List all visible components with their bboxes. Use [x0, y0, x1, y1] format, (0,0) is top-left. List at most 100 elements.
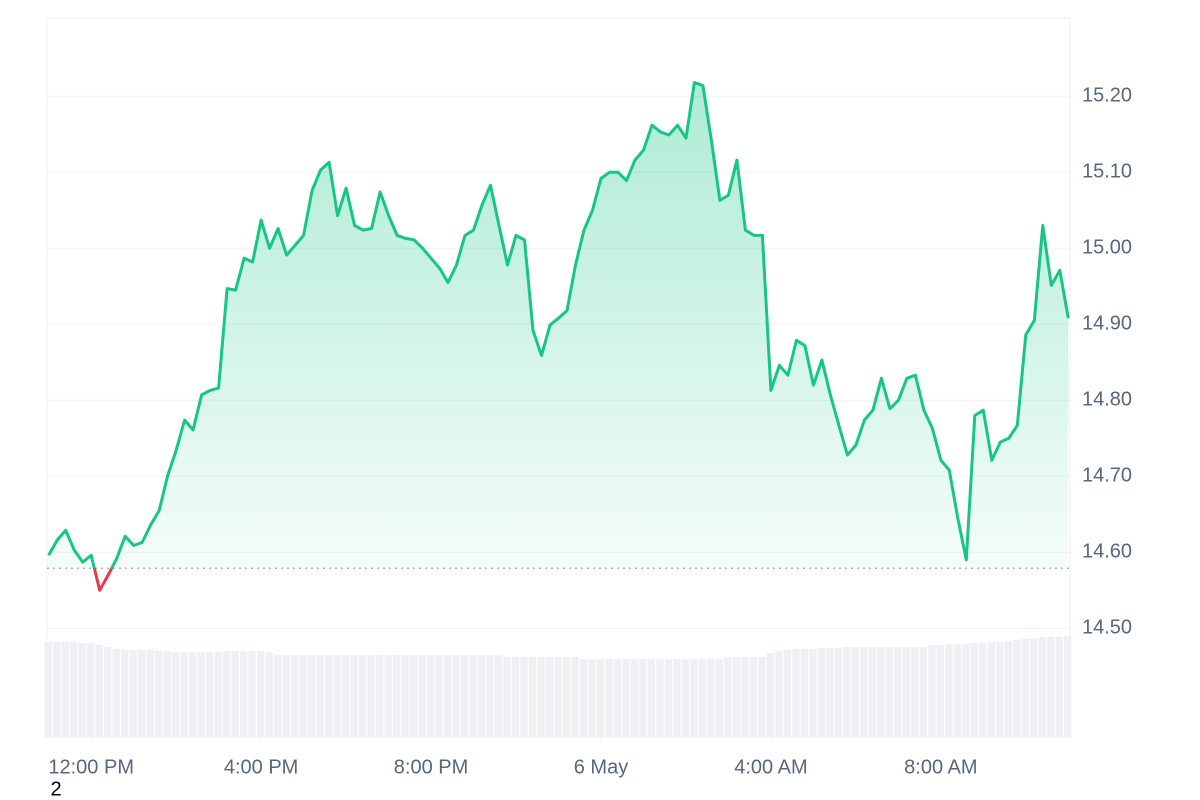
volume-bar: [1021, 639, 1030, 737]
volume-bar: [766, 653, 775, 737]
volume-bar: [231, 651, 239, 737]
volume-bar: [367, 655, 375, 737]
volume-bar: [494, 655, 503, 737]
volume-bar: [537, 657, 545, 737]
volume-bar: [826, 648, 834, 737]
volume-bar: [282, 655, 290, 737]
volume-bar: [486, 655, 494, 737]
volume-bar: [180, 652, 188, 737]
x-tick-label: 12:00 PM: [48, 756, 134, 778]
volume-bar: [656, 659, 664, 737]
volume-bar: [928, 645, 936, 737]
volume-bar: [715, 659, 724, 737]
volume-bar: [962, 644, 970, 737]
y-tick-label: 14.50: [1082, 617, 1132, 639]
volume-bar: [596, 659, 605, 737]
volume-bar: [197, 652, 205, 737]
volume-bar: [834, 648, 843, 737]
volume-bar: [86, 643, 95, 737]
volume-bar: [520, 657, 528, 737]
volume-bar: [690, 659, 698, 737]
x-tick-label: 4:00 PM: [224, 756, 298, 778]
y-tick-label: 14.70: [1082, 465, 1132, 487]
volume-bar: [273, 655, 282, 737]
volume-bar: [426, 655, 435, 737]
volume-bar: [843, 647, 851, 737]
volume-bar: [239, 651, 248, 737]
volume-bar: [851, 647, 860, 737]
volume-bar: [622, 659, 630, 737]
volume-bar: [1047, 637, 1055, 737]
volume-bar: [936, 645, 945, 737]
volume-bar: [171, 652, 180, 737]
volume-bar: [256, 651, 265, 737]
volume-bar: [579, 659, 588, 737]
price-line: [47, 81, 1070, 592]
volume-bar: [358, 655, 367, 737]
volume-bar: [375, 655, 384, 737]
volume-bar: [205, 652, 214, 737]
volume-bar: [673, 659, 681, 737]
volume-bar: [452, 655, 460, 737]
volume-bar: [477, 655, 486, 737]
volume-bar: [384, 655, 392, 737]
volume-bar: [877, 647, 885, 737]
volume-bar: [707, 659, 715, 737]
volume-bar: [775, 651, 783, 737]
volume-bar: [95, 645, 103, 737]
volume-bar: [129, 650, 137, 737]
volume-bar: [732, 657, 741, 737]
volume-bar: [571, 657, 579, 737]
y-tick-label: 15.10: [1082, 161, 1132, 183]
volume-bar: [316, 655, 324, 737]
volume-bar: [554, 657, 562, 737]
volume-bar: [350, 655, 358, 737]
volume-bar: [996, 642, 1004, 737]
volume-bar: [333, 655, 341, 737]
volume-bar: [868, 647, 877, 737]
volume-bar: [800, 649, 809, 737]
volume-bar: [222, 651, 231, 737]
volume-bar: [885, 647, 894, 737]
volume-bar: [979, 643, 987, 737]
volume-bar: [792, 649, 800, 737]
volume-bar: [214, 652, 222, 737]
volume-bar: [894, 647, 902, 737]
volume-bar: [418, 655, 426, 737]
volume-bar: [809, 649, 817, 737]
volume-bar: [1055, 637, 1064, 737]
volume-bar: [741, 657, 749, 737]
volume-bar: [749, 657, 758, 737]
volume-bar: [299, 655, 307, 737]
volume-bar: [630, 659, 639, 737]
volume-bar: [919, 647, 928, 737]
plot-layer: [44, 17, 1072, 741]
volume-bar: [698, 659, 707, 737]
volume-bar: [103, 647, 112, 737]
volume-bar: [1064, 636, 1072, 737]
x-tick-label: 8:00 AM: [904, 756, 977, 778]
volume-bar: [639, 659, 647, 737]
volume-bar: [945, 644, 953, 737]
volume-bar: [970, 643, 979, 737]
volume-bar: [562, 657, 571, 737]
y-tick-label: 14.90: [1082, 313, 1132, 335]
x-tick-label: 8:00 PM: [394, 756, 468, 778]
volume-bar: [44, 642, 52, 737]
volume-bar: [435, 655, 443, 737]
volume-bar: [409, 655, 418, 737]
volume-bar: [647, 659, 656, 737]
volume-bar: [528, 657, 537, 737]
volume-bar: [724, 657, 732, 737]
volume-bar: [783, 650, 792, 737]
volume-bar: [953, 644, 962, 737]
volume-bar: [401, 655, 409, 737]
volume-bar: [911, 647, 919, 737]
volume-bar: [69, 642, 78, 737]
volume-bar: [1013, 640, 1021, 737]
volume-bar: [290, 655, 299, 737]
volume-bar: [265, 652, 273, 737]
volume-bar: [503, 657, 511, 737]
